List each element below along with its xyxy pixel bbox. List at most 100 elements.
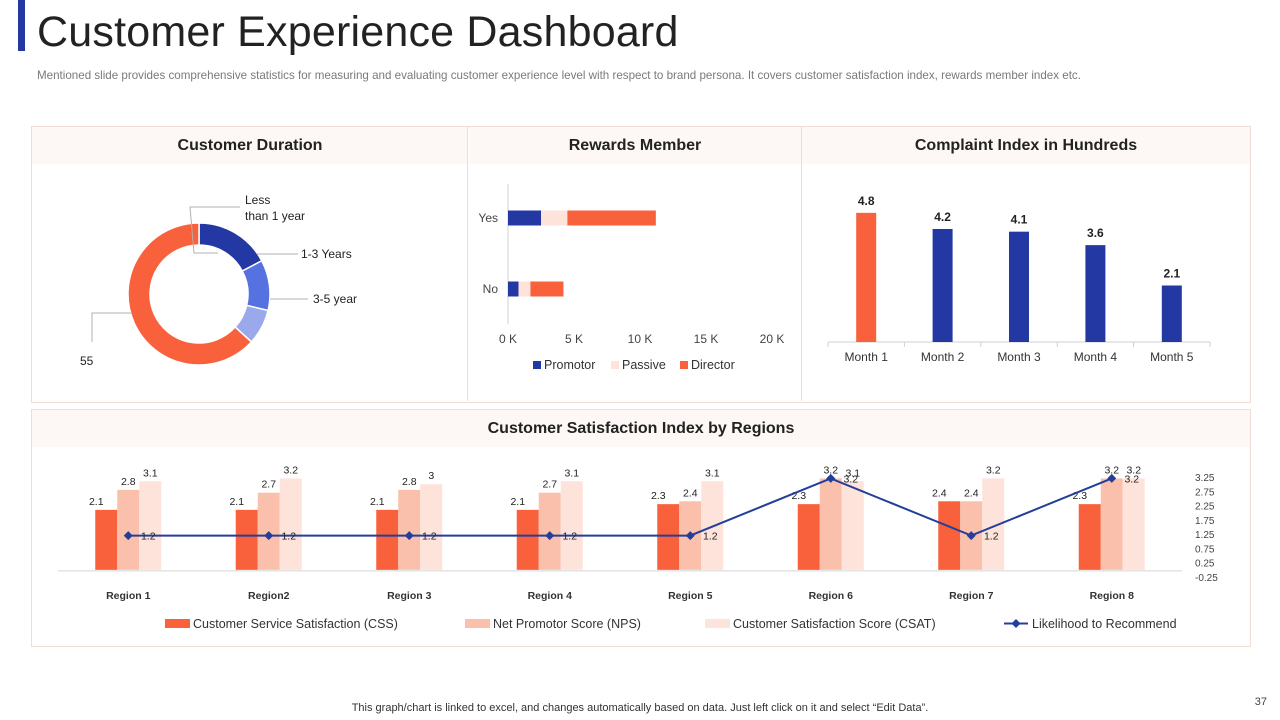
regions-bar-value-label: 2.4 (964, 487, 979, 499)
rewards-bar-segment[interactable] (508, 210, 541, 226)
panel-divider-1 (467, 127, 468, 401)
regions-bar-value-label: 3.2 (283, 464, 298, 476)
likelihood-point[interactable] (966, 531, 976, 541)
regions-bar[interactable] (376, 509, 399, 570)
rewards-x-tick: 10 K (628, 332, 653, 346)
donut-label: than 1 year (245, 209, 305, 223)
rewards-x-tick: 20 K (760, 332, 785, 346)
likelihood-point[interactable] (685, 531, 695, 541)
likelihood-value-label: 3.2 (1124, 473, 1139, 485)
donut-slice[interactable] (127, 222, 253, 366)
page-number: 37 (1254, 696, 1267, 708)
regions-bar[interactable] (938, 501, 961, 570)
donut-leader-line (189, 206, 240, 254)
complaint-bar[interactable] (856, 212, 877, 342)
regions-bar-value-label: 2.1 (89, 496, 104, 508)
complaint-index-title: Complaint Index in Hundreds (914, 136, 1138, 154)
regions-bar-value-label: 2.7 (542, 479, 557, 491)
rewards-bar-segment[interactable] (541, 210, 568, 226)
rewards-legend-swatch (533, 361, 541, 369)
regions-x-label: Region2 (248, 590, 290, 602)
regions-combo-chart[interactable]: 3.25 2.75 2.25 1.75 1.25 0.75 0.25 -0.25 Region … (32, 447, 1248, 644)
complaint-index-bar-chart[interactable]: Month 1 Month 2 Month 3 Month 4 Month 5 4.8 4… (802, 164, 1248, 400)
likelihood-point[interactable] (404, 531, 414, 541)
regions-bar[interactable] (819, 478, 842, 570)
regions-bar-value-label: 2.1 (370, 496, 385, 508)
regions-chart-header: Customer Satisfaction Index by Regions (32, 410, 1250, 447)
rewards-category-label: Yes (478, 211, 498, 225)
donut-leader-line (91, 312, 132, 342)
rewards-bar-segment[interactable] (530, 281, 564, 297)
regions-bar[interactable] (235, 509, 258, 570)
likelihood-value-label: 1.2 (141, 531, 156, 543)
complaint-bar[interactable] (1085, 245, 1106, 342)
complaint-x-label: Month 2 (921, 350, 965, 364)
regions-bar[interactable] (1122, 478, 1145, 570)
rewards-x-tick: 15 K (694, 332, 719, 346)
regions-bar[interactable] (95, 509, 118, 570)
likelihood-point[interactable] (545, 531, 555, 541)
regions-legend-marker (1011, 619, 1021, 628)
complaint-bar[interactable] (1009, 231, 1029, 342)
rewards-category-label: No (483, 282, 499, 296)
likelihood-point[interactable] (826, 473, 836, 483)
complaint-bar[interactable] (932, 228, 953, 342)
customer-duration-donut-chart[interactable]: Less than 1 year 1-3 Years 3-5 year 55 (32, 164, 466, 400)
regions-y2-tick: 0.25 (1195, 559, 1215, 570)
regions-bar[interactable] (657, 504, 680, 570)
regions-bar[interactable] (516, 509, 539, 570)
donut-slice[interactable] (241, 259, 271, 312)
likelihood-value-label: 1.2 (281, 531, 296, 543)
regions-x-label: Region 4 (528, 590, 572, 602)
likelihood-point[interactable] (264, 531, 274, 541)
likelihood-value-label: 1.2 (984, 531, 999, 543)
rewards-bar-segment[interactable] (508, 281, 519, 297)
regions-bar[interactable] (279, 478, 302, 570)
page-subtitle: Mentioned slide provides comprehensive s… (37, 69, 1081, 82)
regions-bar-value-label: 3.2 (1126, 464, 1141, 476)
rewards-legend-swatch (680, 361, 688, 369)
regions-bar[interactable] (797, 504, 820, 570)
regions-bar[interactable] (1100, 478, 1123, 570)
rewards-x-tick: 5 K (565, 332, 583, 346)
regions-bar-value-label: 2.3 (651, 490, 666, 502)
rewards-bar-segment[interactable] (518, 281, 531, 297)
regions-bar[interactable] (117, 489, 140, 570)
regions-y2-tick: 0.75 (1195, 544, 1215, 555)
complaint-bar[interactable] (1161, 285, 1182, 342)
regions-legend-label: Net Promotor Score (NPS) (493, 617, 641, 631)
rewards-legend-label: Passive (622, 358, 666, 372)
rewards-bar-segment[interactable] (567, 210, 656, 226)
regions-bar[interactable] (398, 489, 421, 570)
rewards-member-header: Rewards Member (469, 127, 801, 164)
customer-duration-title: Customer Duration (177, 136, 323, 154)
panel-divider-2 (801, 127, 802, 401)
rewards-member-bar-chart[interactable]: 0 K 5 K 10 K 15 K 20 K Yes No Promotor Passive D… (468, 164, 801, 400)
regions-bar[interactable] (139, 481, 162, 570)
likelihood-line[interactable] (128, 477, 1113, 537)
regions-y2-tick: 2.25 (1195, 502, 1215, 513)
regions-x-label: Region 6 (809, 590, 853, 602)
regions-x-label: Region 1 (106, 590, 150, 602)
rewards-legend-swatch (611, 361, 619, 369)
regions-x-label: Region 5 (668, 590, 712, 602)
complaint-value-label: 4.2 (934, 210, 951, 224)
regions-bar[interactable] (841, 481, 864, 570)
rewards-legend-label: Promotor (544, 358, 595, 372)
regions-bar[interactable] (420, 484, 443, 570)
likelihood-point[interactable] (1107, 473, 1117, 483)
footer-note: This graph/chart is linked to excel, and… (351, 702, 929, 714)
complaint-value-label: 4.8 (858, 194, 875, 208)
regions-bar-value-label: 2.8 (402, 476, 417, 488)
regions-bar-value-label: 3.1 (564, 467, 579, 479)
regions-bar[interactable] (560, 481, 583, 570)
regions-bar-value-label: 3.2 (1104, 464, 1119, 476)
donut-slice[interactable] (198, 222, 263, 273)
regions-bar[interactable] (982, 478, 1005, 570)
regions-chart-title: Customer Satisfaction Index by Regions (487, 419, 795, 437)
complaint-value-label: 2.1 (1163, 266, 1180, 280)
likelihood-point[interactable] (123, 531, 133, 541)
regions-bar-value-label: 2.8 (121, 476, 136, 488)
regions-bar[interactable] (1078, 504, 1101, 570)
regions-x-label: Region 8 (1090, 590, 1134, 602)
